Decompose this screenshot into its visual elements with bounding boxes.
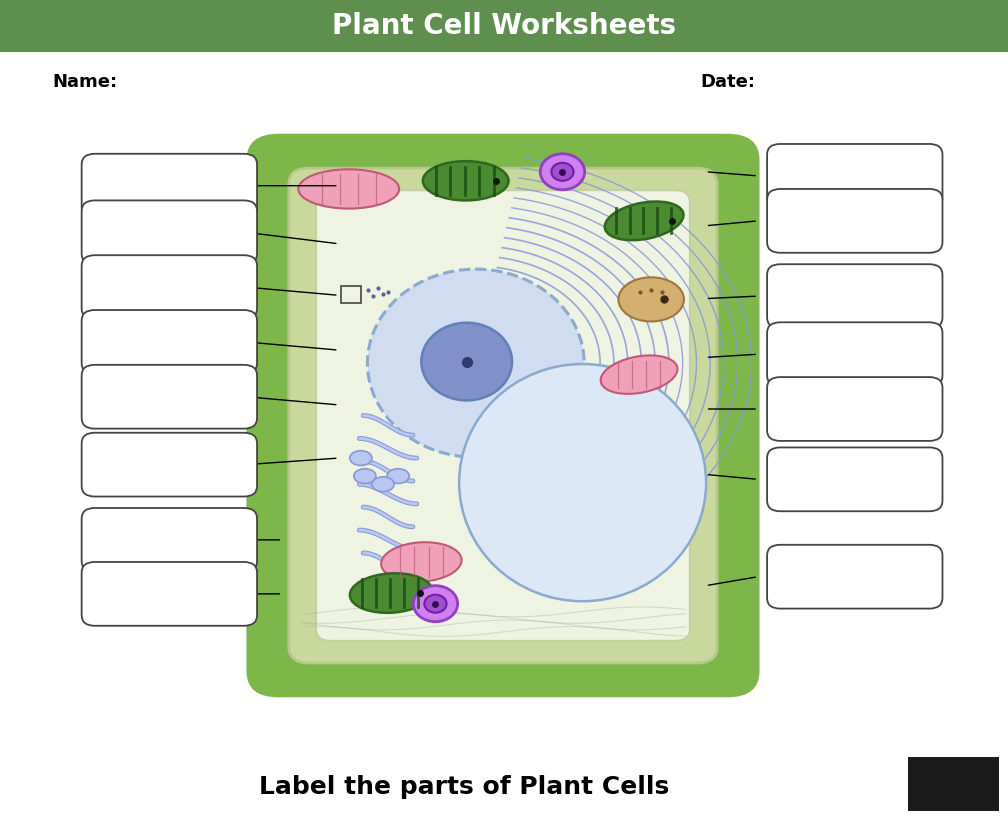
FancyBboxPatch shape <box>82 310 257 374</box>
FancyBboxPatch shape <box>316 190 689 641</box>
Text: Name:: Name: <box>52 73 118 91</box>
FancyBboxPatch shape <box>767 447 942 511</box>
Ellipse shape <box>350 451 372 465</box>
Ellipse shape <box>459 364 706 601</box>
FancyBboxPatch shape <box>0 0 1008 52</box>
Ellipse shape <box>354 469 376 483</box>
Ellipse shape <box>421 322 512 401</box>
FancyBboxPatch shape <box>767 189 942 253</box>
FancyBboxPatch shape <box>82 255 257 319</box>
Ellipse shape <box>605 201 683 240</box>
FancyBboxPatch shape <box>82 508 257 572</box>
Ellipse shape <box>381 542 462 582</box>
FancyBboxPatch shape <box>767 322 942 386</box>
Text: Label the parts of Plant Cells: Label the parts of Plant Cells <box>259 775 668 799</box>
FancyBboxPatch shape <box>82 433 257 497</box>
FancyBboxPatch shape <box>288 169 718 663</box>
FancyBboxPatch shape <box>82 154 257 218</box>
FancyBboxPatch shape <box>767 545 942 609</box>
Ellipse shape <box>413 586 458 622</box>
Text: MN: MN <box>938 775 969 793</box>
Text: Plant Cell Worksheets: Plant Cell Worksheets <box>332 12 676 40</box>
Ellipse shape <box>618 277 683 321</box>
FancyBboxPatch shape <box>767 377 942 441</box>
Text: Date:: Date: <box>701 73 756 91</box>
Ellipse shape <box>350 573 432 613</box>
Ellipse shape <box>601 355 677 394</box>
FancyBboxPatch shape <box>82 562 257 626</box>
Ellipse shape <box>367 269 584 457</box>
Ellipse shape <box>423 161 509 200</box>
FancyBboxPatch shape <box>82 365 257 429</box>
Ellipse shape <box>424 595 447 613</box>
FancyBboxPatch shape <box>767 144 942 208</box>
Ellipse shape <box>298 169 399 209</box>
FancyBboxPatch shape <box>82 200 257 264</box>
FancyBboxPatch shape <box>246 133 759 697</box>
Ellipse shape <box>540 154 585 190</box>
Ellipse shape <box>551 163 574 181</box>
FancyBboxPatch shape <box>908 757 999 811</box>
Ellipse shape <box>387 469 409 483</box>
FancyBboxPatch shape <box>767 264 942 328</box>
Ellipse shape <box>372 477 394 492</box>
